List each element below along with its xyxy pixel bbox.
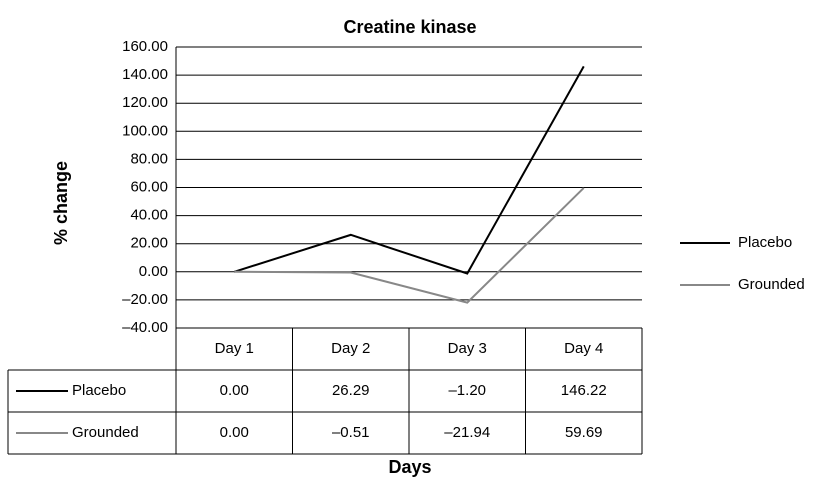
table-value: 26.29 — [332, 382, 370, 399]
x-tick-label: Day 3 — [448, 340, 487, 357]
x-axis-label: Days — [388, 457, 431, 477]
table-value: 59.69 — [565, 424, 603, 441]
y-tick-label: 160.00 — [122, 38, 168, 55]
x-tick-label: Day 4 — [564, 340, 603, 357]
legend-label: Placebo — [738, 234, 792, 251]
y-tick-label: 100.00 — [122, 122, 168, 139]
y-tick-label: 60.00 — [130, 178, 168, 195]
table-value: –1.20 — [448, 382, 486, 399]
table-value: 0.00 — [220, 424, 249, 441]
y-tick-label: –20.00 — [122, 291, 168, 308]
table-value: –21.94 — [444, 424, 490, 441]
table-row-label: Placebo — [72, 382, 126, 399]
y-tick-label: 20.00 — [130, 235, 168, 252]
series-line — [234, 187, 585, 304]
x-tick-label: Day 1 — [215, 340, 254, 357]
chart-title: Creatine kinase — [343, 17, 476, 37]
table-value: 146.22 — [561, 382, 607, 399]
legend-label: Grounded — [738, 276, 805, 293]
y-tick-label: 40.00 — [130, 207, 168, 224]
y-tick-label: 80.00 — [130, 150, 168, 167]
series-line — [233, 65, 585, 275]
y-tick-label: 140.00 — [122, 66, 168, 83]
y-tick-label: 120.00 — [122, 94, 168, 111]
table-value: –0.51 — [332, 424, 370, 441]
x-tick-label: Day 2 — [331, 340, 370, 357]
y-axis-label: % change — [51, 161, 71, 245]
y-tick-label: –40.00 — [122, 319, 168, 336]
y-tick-label: 0.00 — [139, 263, 168, 280]
table-row-label: Grounded — [72, 424, 139, 441]
table-value: 0.00 — [220, 382, 249, 399]
